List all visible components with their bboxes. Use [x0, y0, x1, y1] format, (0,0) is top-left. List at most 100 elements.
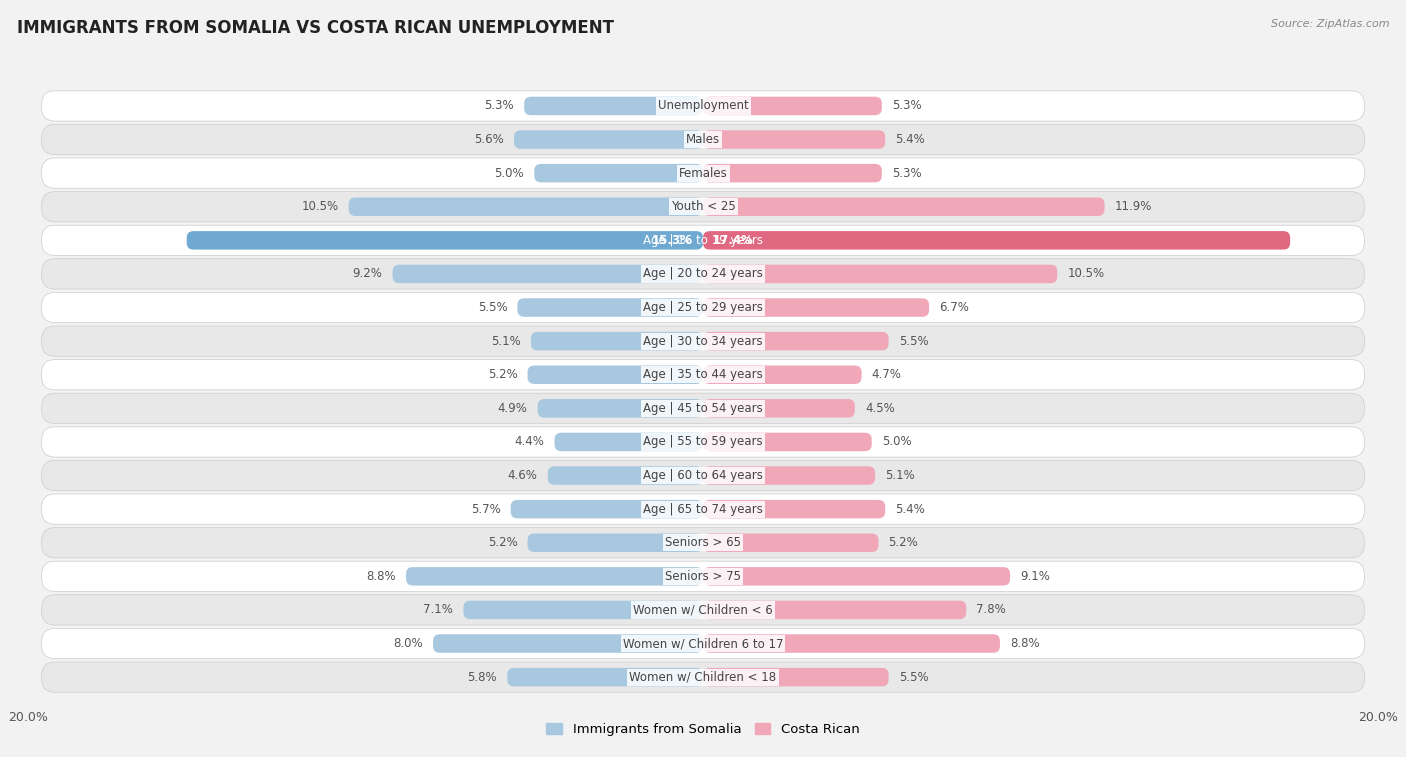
Text: Unemployment: Unemployment [658, 99, 748, 113]
FancyBboxPatch shape [433, 634, 703, 653]
FancyBboxPatch shape [464, 601, 703, 619]
FancyBboxPatch shape [517, 298, 703, 316]
Text: Seniors > 65: Seniors > 65 [665, 536, 741, 550]
Text: 5.3%: 5.3% [891, 99, 921, 113]
FancyBboxPatch shape [42, 91, 1364, 121]
FancyBboxPatch shape [531, 332, 703, 350]
Text: 5.2%: 5.2% [488, 368, 517, 382]
Text: 5.6%: 5.6% [474, 133, 503, 146]
FancyBboxPatch shape [703, 668, 889, 687]
Legend: Immigrants from Somalia, Costa Rican: Immigrants from Somalia, Costa Rican [541, 718, 865, 741]
FancyBboxPatch shape [42, 528, 1364, 558]
Text: Women w/ Children < 6: Women w/ Children < 6 [633, 603, 773, 616]
Text: 10.5%: 10.5% [301, 201, 339, 213]
FancyBboxPatch shape [703, 466, 875, 484]
FancyBboxPatch shape [703, 97, 882, 115]
Text: Seniors > 75: Seniors > 75 [665, 570, 741, 583]
FancyBboxPatch shape [703, 332, 889, 350]
FancyBboxPatch shape [524, 97, 703, 115]
Text: 5.0%: 5.0% [495, 167, 524, 179]
Text: 5.3%: 5.3% [891, 167, 921, 179]
FancyBboxPatch shape [527, 534, 703, 552]
FancyBboxPatch shape [554, 433, 703, 451]
FancyBboxPatch shape [508, 668, 703, 687]
Text: 5.3%: 5.3% [485, 99, 515, 113]
Text: Youth < 25: Youth < 25 [671, 201, 735, 213]
Text: Males: Males [686, 133, 720, 146]
FancyBboxPatch shape [703, 534, 879, 552]
Text: 11.9%: 11.9% [1115, 201, 1152, 213]
FancyBboxPatch shape [703, 601, 966, 619]
Text: Age | 30 to 34 years: Age | 30 to 34 years [643, 335, 763, 347]
Text: 5.5%: 5.5% [478, 301, 508, 314]
Text: Females: Females [679, 167, 727, 179]
Text: Age | 20 to 24 years: Age | 20 to 24 years [643, 267, 763, 280]
FancyBboxPatch shape [42, 360, 1364, 390]
Text: 9.2%: 9.2% [353, 267, 382, 280]
Text: 4.4%: 4.4% [515, 435, 544, 448]
FancyBboxPatch shape [42, 259, 1364, 289]
FancyBboxPatch shape [42, 427, 1364, 457]
Text: Age | 55 to 59 years: Age | 55 to 59 years [643, 435, 763, 448]
Text: 5.1%: 5.1% [491, 335, 520, 347]
Text: 8.8%: 8.8% [367, 570, 396, 583]
Text: 5.2%: 5.2% [488, 536, 517, 550]
FancyBboxPatch shape [392, 265, 703, 283]
FancyBboxPatch shape [703, 366, 862, 384]
Text: 5.7%: 5.7% [471, 503, 501, 516]
Text: Age | 16 to 19 years: Age | 16 to 19 years [643, 234, 763, 247]
Text: Age | 25 to 29 years: Age | 25 to 29 years [643, 301, 763, 314]
FancyBboxPatch shape [42, 662, 1364, 692]
FancyBboxPatch shape [703, 198, 1105, 216]
FancyBboxPatch shape [703, 130, 886, 149]
FancyBboxPatch shape [703, 500, 886, 519]
Text: 4.6%: 4.6% [508, 469, 537, 482]
FancyBboxPatch shape [527, 366, 703, 384]
FancyBboxPatch shape [42, 292, 1364, 322]
FancyBboxPatch shape [42, 226, 1364, 255]
FancyBboxPatch shape [510, 500, 703, 519]
Text: 5.2%: 5.2% [889, 536, 918, 550]
FancyBboxPatch shape [406, 567, 703, 586]
FancyBboxPatch shape [703, 433, 872, 451]
Text: Age | 35 to 44 years: Age | 35 to 44 years [643, 368, 763, 382]
FancyBboxPatch shape [703, 634, 1000, 653]
Text: IMMIGRANTS FROM SOMALIA VS COSTA RICAN UNEMPLOYMENT: IMMIGRANTS FROM SOMALIA VS COSTA RICAN U… [17, 19, 614, 37]
FancyBboxPatch shape [703, 298, 929, 316]
FancyBboxPatch shape [703, 231, 1291, 250]
FancyBboxPatch shape [42, 326, 1364, 357]
Text: 4.5%: 4.5% [865, 402, 894, 415]
FancyBboxPatch shape [703, 399, 855, 418]
Text: 17.4%: 17.4% [713, 234, 754, 247]
FancyBboxPatch shape [548, 466, 703, 484]
Text: Source: ZipAtlas.com: Source: ZipAtlas.com [1271, 19, 1389, 29]
FancyBboxPatch shape [703, 567, 1010, 586]
Text: 15.3%: 15.3% [652, 234, 693, 247]
FancyBboxPatch shape [703, 164, 882, 182]
Text: Women w/ Children 6 to 17: Women w/ Children 6 to 17 [623, 637, 783, 650]
Text: 6.7%: 6.7% [939, 301, 969, 314]
Text: 5.4%: 5.4% [896, 133, 925, 146]
FancyBboxPatch shape [534, 164, 703, 182]
FancyBboxPatch shape [42, 393, 1364, 423]
Text: 7.1%: 7.1% [423, 603, 453, 616]
Text: 5.5%: 5.5% [898, 671, 928, 684]
FancyBboxPatch shape [42, 494, 1364, 525]
FancyBboxPatch shape [42, 561, 1364, 591]
Text: 5.8%: 5.8% [468, 671, 498, 684]
FancyBboxPatch shape [187, 231, 703, 250]
Text: Women w/ Children < 18: Women w/ Children < 18 [630, 671, 776, 684]
FancyBboxPatch shape [537, 399, 703, 418]
FancyBboxPatch shape [42, 192, 1364, 222]
FancyBboxPatch shape [42, 124, 1364, 154]
FancyBboxPatch shape [349, 198, 703, 216]
Text: 10.5%: 10.5% [1067, 267, 1105, 280]
FancyBboxPatch shape [42, 158, 1364, 188]
Text: 8.8%: 8.8% [1010, 637, 1039, 650]
FancyBboxPatch shape [515, 130, 703, 149]
Text: Age | 45 to 54 years: Age | 45 to 54 years [643, 402, 763, 415]
FancyBboxPatch shape [703, 265, 1057, 283]
Text: 5.4%: 5.4% [896, 503, 925, 516]
Text: 5.1%: 5.1% [886, 469, 915, 482]
FancyBboxPatch shape [42, 460, 1364, 491]
